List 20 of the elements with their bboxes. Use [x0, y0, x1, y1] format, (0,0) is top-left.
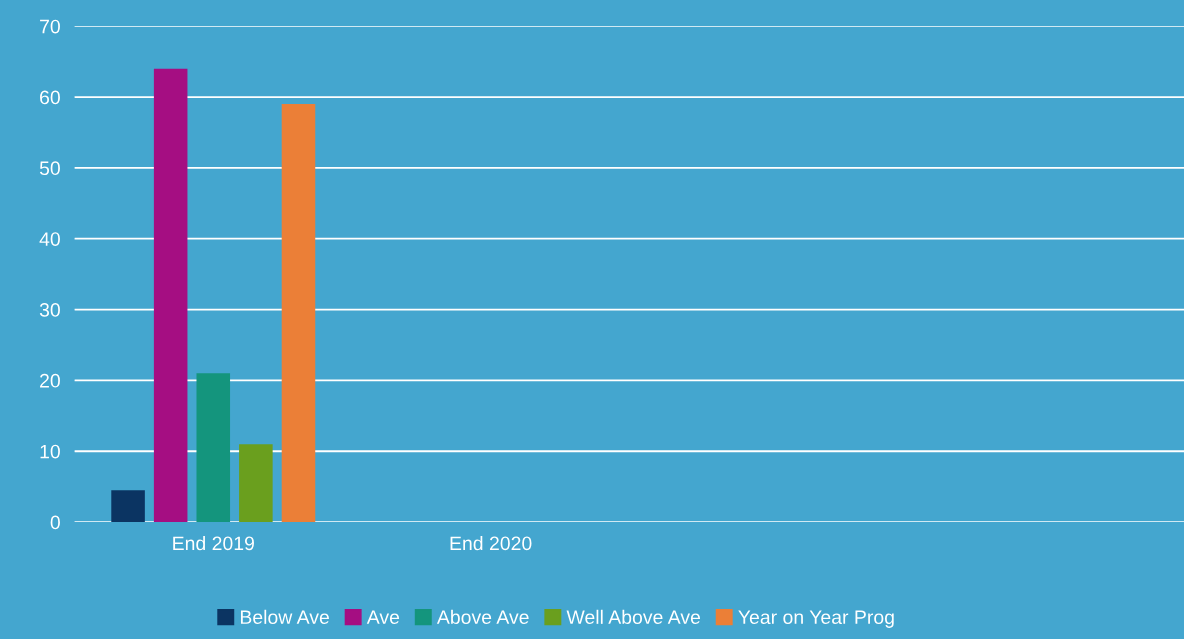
y-tick-label: 60: [40, 90, 60, 105]
x-tick-label: End 2019: [173, 535, 254, 551]
legend-label: Well Above Ave: [566, 609, 701, 625]
legend-label: Above Ave: [436, 609, 529, 625]
x-tick-label: End 2020: [450, 535, 532, 551]
y-tick-label: 40: [39, 232, 60, 246]
bar: [196, 373, 231, 523]
y-tick-label: 20: [40, 373, 60, 388]
legend-label: Year on Year Prog: [738, 610, 894, 628]
bar: [281, 104, 316, 523]
y-tick-label: 50: [39, 161, 60, 176]
y-tick-label: 30: [39, 303, 60, 317]
legend-label: Ave: [366, 610, 400, 625]
y-tick-label: 10: [40, 444, 60, 459]
y-tick-label: 70: [40, 19, 60, 34]
bar: [111, 490, 145, 523]
y-tick-label: 0: [50, 515, 60, 530]
bar: [239, 444, 273, 523]
bar: [153, 68, 188, 523]
legend-label: Below Ave: [240, 609, 329, 625]
